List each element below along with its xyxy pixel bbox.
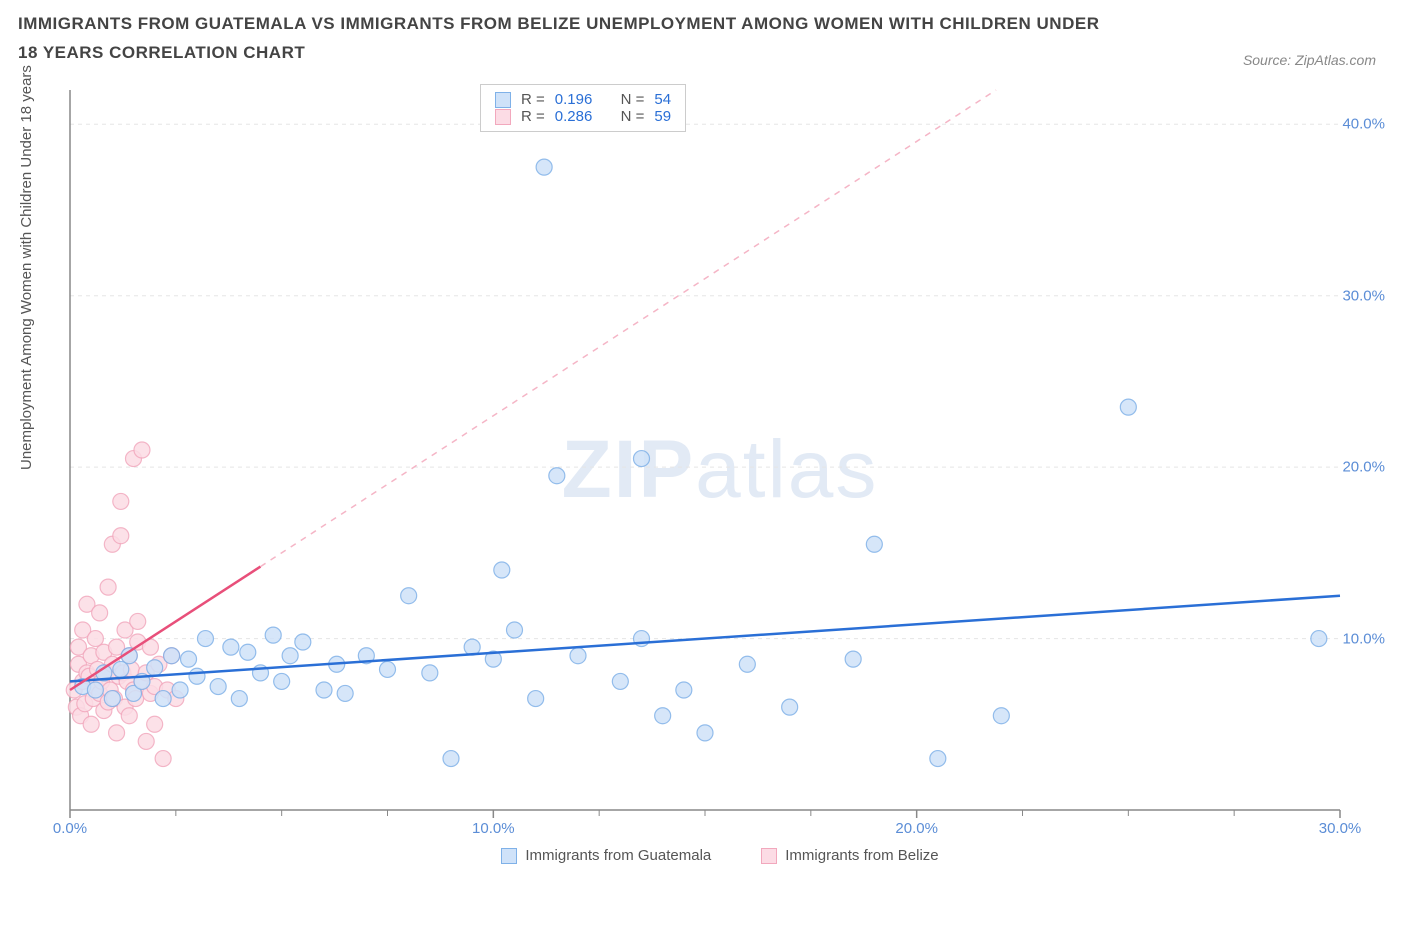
y-tick-label: 10.0% [1342, 630, 1385, 647]
x-tick-label: 0.0% [53, 820, 87, 837]
legend-item-belize: Immigrants from Belize [761, 847, 938, 864]
series-legend: Immigrants from Guatemala Immigrants fro… [60, 847, 1380, 864]
legend-row: R = 0.286 N = 59 [495, 108, 671, 125]
n-value: 54 [654, 91, 671, 108]
n-label: N = [621, 91, 645, 108]
legend-row: R = 0.196 N = 54 [495, 91, 671, 108]
y-axis-label: Unemployment Among Women with Children U… [18, 65, 35, 470]
x-tick-label: 10.0% [472, 820, 515, 837]
legend-swatch-belize [495, 109, 511, 125]
legend-item-guatemala: Immigrants from Guatemala [501, 847, 711, 864]
legend-swatch-guatemala [495, 92, 511, 108]
chart-area: ZIPatlas R = 0.196 N = 54 R = 0.286 N = … [60, 80, 1380, 860]
legend-swatch-guatemala [501, 848, 517, 864]
source-attribution: Source: ZipAtlas.com [1243, 52, 1376, 68]
r-label: R = [521, 108, 545, 125]
y-tick-label: 30.0% [1342, 287, 1385, 304]
x-tick-label: 20.0% [895, 820, 938, 837]
header: IMMIGRANTS FROM GUATEMALA VS IMMIGRANTS … [0, 0, 1406, 68]
x-tick-label: 30.0% [1319, 820, 1362, 837]
chart-title: IMMIGRANTS FROM GUATEMALA VS IMMIGRANTS … [18, 10, 1118, 68]
r-value: 0.286 [555, 108, 593, 125]
r-value: 0.196 [555, 91, 593, 108]
legend-swatch-belize [761, 848, 777, 864]
n-label: N = [621, 108, 645, 125]
y-tick-label: 40.0% [1342, 116, 1385, 133]
r-label: R = [521, 91, 545, 108]
legend-label: Immigrants from Belize [785, 847, 938, 864]
n-value: 59 [654, 108, 671, 125]
y-tick-label: 20.0% [1342, 459, 1385, 476]
scatter-plot [60, 80, 1380, 860]
legend-label: Immigrants from Guatemala [525, 847, 711, 864]
correlation-legend: R = 0.196 N = 54 R = 0.286 N = 59 [480, 84, 686, 132]
